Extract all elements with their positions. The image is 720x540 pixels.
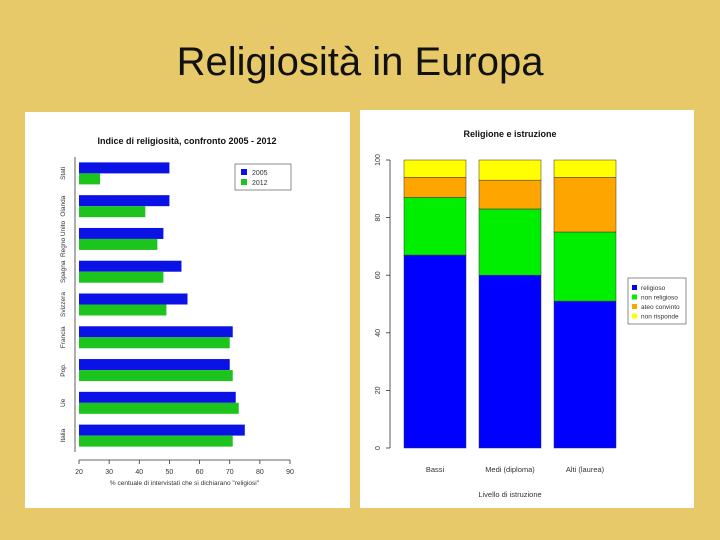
x-axis-label: Livello di istruzione bbox=[478, 490, 541, 499]
y-category-label: Pop. bbox=[60, 363, 67, 377]
bar-2005-ue bbox=[79, 391, 236, 403]
segment-ateo-convinto-bassi bbox=[403, 177, 467, 198]
segment-non-religioso-alti bbox=[553, 231, 617, 302]
segment-ateo-convinto-alti bbox=[553, 177, 617, 233]
bar-2012-stati bbox=[79, 173, 101, 185]
bar-2005-svizzera bbox=[79, 293, 188, 305]
legend-label: religioso bbox=[641, 285, 666, 292]
bar-2005-pop- bbox=[79, 359, 230, 371]
bar-2005-italia bbox=[79, 424, 245, 436]
legend-box bbox=[627, 277, 687, 325]
religion-education-stacked-chart: Religione e istruzione 0 20 40 60 80 100 Bassi M… bbox=[375, 129, 687, 499]
x-category-label: Bassi bbox=[426, 465, 445, 474]
x-tick-label: 50 bbox=[166, 469, 174, 476]
legend-swatch bbox=[632, 313, 637, 319]
legend-label: non risponde bbox=[641, 314, 679, 321]
bar-2005-olanda bbox=[79, 195, 170, 207]
bar-2012-spagna bbox=[79, 271, 164, 283]
y-category-label: Stati bbox=[60, 167, 67, 180]
x-tick-label: 40 bbox=[135, 469, 143, 476]
y-category-label: Svizzera bbox=[60, 292, 67, 317]
bar-2012-svizzera bbox=[79, 304, 167, 316]
slide-title: Religiosità in Europa bbox=[176, 40, 544, 84]
legend-label: 2012 bbox=[252, 180, 268, 187]
segment-non-risponde-alti bbox=[553, 159, 617, 178]
x-axis-label: % centuale di intervistati che si dichia… bbox=[110, 480, 260, 487]
legend-swatch bbox=[632, 294, 637, 300]
y-category-label: Olanda bbox=[60, 195, 67, 216]
chart-legend: 2005 2012 bbox=[234, 163, 292, 191]
segment-non-religioso-medi bbox=[478, 208, 542, 276]
segment-non-risponde-bassi bbox=[403, 159, 467, 178]
bar-2005-regno-unito bbox=[79, 227, 164, 239]
legend-label: ateo convinto bbox=[641, 304, 680, 311]
x-tick-label: 30 bbox=[105, 469, 113, 476]
religion-education-panel: Religione e istruzione 0 20 40 60 80 100 Bassi M… bbox=[360, 110, 694, 508]
bar-2005-stati bbox=[79, 162, 170, 174]
x-category-label: Alti (laurea) bbox=[566, 465, 605, 474]
segment-non-risponde-medi bbox=[478, 159, 542, 181]
segment-religioso-bassi bbox=[403, 254, 467, 449]
legend-swatch bbox=[241, 169, 247, 175]
chart-title: Indice di religiosità, confronto 2005 - … bbox=[97, 136, 276, 146]
y-category-label: Italia bbox=[60, 428, 67, 442]
segment-religioso-medi bbox=[478, 274, 542, 449]
legend-label: non religioso bbox=[641, 295, 678, 302]
bar-2012-pop- bbox=[79, 370, 233, 382]
x-tick-label: 20 bbox=[75, 469, 83, 476]
bar-2005-spagna bbox=[79, 260, 182, 272]
x-tick-label: 90 bbox=[286, 469, 294, 476]
x-tick-label: 60 bbox=[196, 469, 204, 476]
y-tick-label: 0 bbox=[375, 446, 382, 450]
segment-religioso-alti bbox=[553, 300, 617, 449]
y-tick-label: 60 bbox=[375, 271, 382, 279]
bar-2012-italia bbox=[79, 435, 233, 447]
religiosity-comparison-panel: Indice di religiosità, confronto 2005 - … bbox=[25, 112, 350, 508]
legend-swatch bbox=[632, 304, 637, 309]
y-tick-label: 80 bbox=[375, 214, 382, 222]
segment-non-religioso-bassi bbox=[403, 197, 467, 256]
bar-2012-olanda bbox=[79, 206, 146, 218]
legend-label: 2005 bbox=[252, 170, 268, 177]
legend-box bbox=[234, 163, 292, 191]
y-category-label: Spagna bbox=[60, 260, 67, 283]
bar-2012-francia bbox=[79, 337, 230, 349]
bar-2012-regno-unito bbox=[79, 238, 158, 250]
y-category-label: Regno Unito bbox=[60, 220, 67, 257]
bar-2005-francia bbox=[79, 326, 233, 338]
bar-2012-ue bbox=[79, 402, 239, 414]
y-category-label: Francia bbox=[60, 326, 67, 348]
chart-title: Religione e istruzione bbox=[463, 129, 556, 139]
y-tick-label: 100 bbox=[375, 154, 382, 166]
x-tick-label: 70 bbox=[226, 469, 234, 476]
y-tick-label: 20 bbox=[375, 386, 382, 394]
legend-swatch bbox=[632, 285, 637, 290]
x-tick-label: 80 bbox=[256, 469, 264, 476]
x-category-label: Medi (diploma) bbox=[485, 465, 535, 474]
y-tick-label: 40 bbox=[375, 329, 382, 337]
legend-swatch bbox=[241, 179, 247, 185]
y-category-label: Ue bbox=[60, 398, 67, 407]
segment-ateo-convinto-medi bbox=[478, 179, 542, 210]
chart-legend: religioso non religioso ateo convinto non r… bbox=[627, 277, 687, 325]
religiosity-bar-chart: Indice di religiosità, confronto 2005 - … bbox=[60, 136, 294, 487]
